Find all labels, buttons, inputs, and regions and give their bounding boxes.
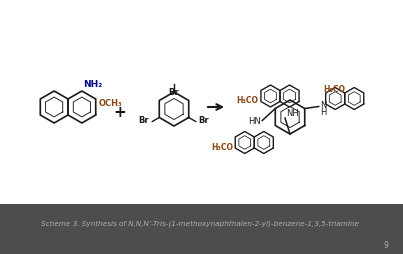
Text: H₃CO: H₃CO: [211, 142, 233, 151]
Text: H₃CO: H₃CO: [323, 85, 345, 94]
Text: NH: NH: [286, 108, 299, 118]
Text: H₃CO: H₃CO: [237, 96, 258, 105]
Bar: [0, 204, 403, 254]
Text: Scheme 3. Synthesis of N,N,N’-Tris-(1-methoxynaphthalen-2-yl)-benzene-1,3,5-tria: Scheme 3. Synthesis of N,N,N’-Tris-(1-me…: [41, 220, 359, 226]
Text: OCH₃: OCH₃: [99, 99, 123, 108]
Text: H: H: [320, 108, 326, 117]
Text: Br: Br: [169, 88, 179, 97]
Text: N: N: [320, 101, 326, 109]
Text: 9: 9: [383, 241, 388, 249]
Text: NH₂: NH₂: [83, 80, 102, 89]
Text: +: +: [114, 105, 126, 120]
Text: HN: HN: [249, 117, 261, 125]
Text: Br: Br: [199, 116, 209, 124]
Text: Br: Br: [139, 116, 150, 124]
